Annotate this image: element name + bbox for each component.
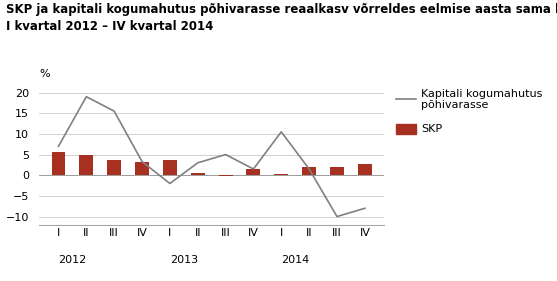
Legend: Kapitali kogumahutus
põhivarasse, SKP: Kapitali kogumahutus põhivarasse, SKP: [391, 84, 547, 139]
Bar: [135, 162, 149, 175]
Bar: [80, 155, 94, 175]
Text: SKP ja kapitali kogumahutus põhivarasse reaalkasv võrreldes eelmise aasta sama k: SKP ja kapitali kogumahutus põhivarasse …: [6, 3, 557, 33]
Bar: [274, 174, 289, 175]
Text: 2014: 2014: [281, 255, 310, 265]
Bar: [108, 160, 121, 175]
Bar: [246, 169, 260, 175]
Text: %: %: [39, 69, 50, 79]
Bar: [52, 153, 66, 175]
Bar: [218, 175, 233, 176]
Bar: [190, 173, 205, 175]
Text: 2012: 2012: [58, 255, 87, 265]
Bar: [358, 164, 372, 175]
Bar: [163, 160, 177, 175]
Text: 2013: 2013: [170, 255, 198, 265]
Bar: [330, 167, 344, 175]
Bar: [302, 167, 316, 175]
